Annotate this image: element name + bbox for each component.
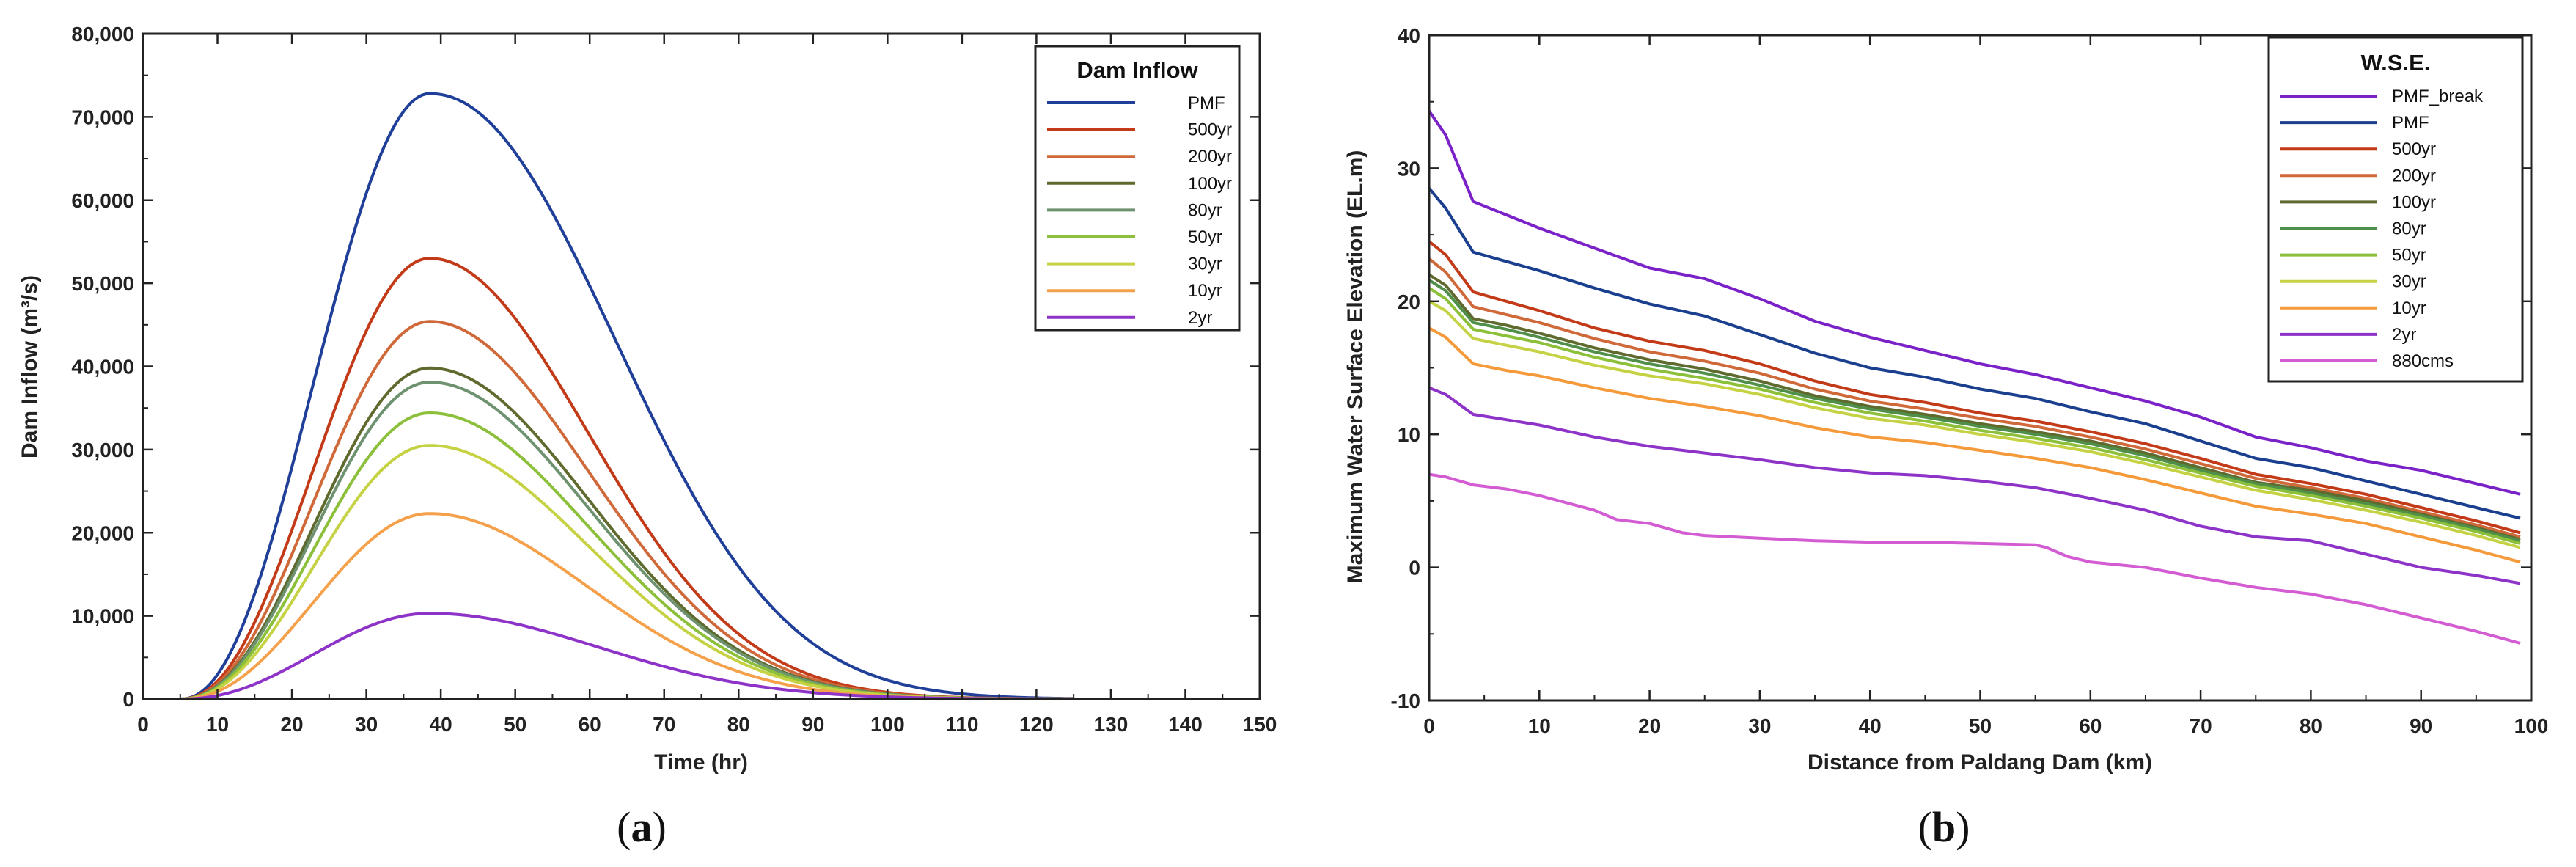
- legend: Dam Inflow PMF 500yr 200yr 100yr 80yr 50yr 30y…: [1034, 45, 1241, 332]
- series-line-2yr: [143, 612, 1074, 700]
- x-tick-label: 100: [870, 713, 905, 736]
- legend-label: 10yr: [2392, 299, 2426, 318]
- legend-label: 2yr: [2392, 325, 2416, 345]
- x-tick-label: 40: [1859, 714, 1882, 737]
- y-tick-label: 0: [1409, 557, 1420, 579]
- series-line-pmf-break: [1428, 110, 2521, 496]
- caption-b-label: b: [1932, 803, 1956, 851]
- series-line-500yr: [1428, 240, 2521, 535]
- y-tick-label: 20: [1398, 290, 1420, 313]
- x-axis-label: Time (hr): [654, 750, 748, 775]
- x-tick-label: 120: [1019, 713, 1054, 736]
- legend-label: 50yr: [2392, 246, 2426, 266]
- caption-a: (a): [617, 803, 667, 851]
- x-tick-label: 70: [653, 713, 675, 736]
- caption-a-label: a: [631, 803, 653, 851]
- legend-label: PMF: [2392, 113, 2429, 133]
- series-line-pmf: [1428, 187, 2521, 520]
- series-line-10yr: [1428, 326, 2521, 564]
- x-tick-label: 130: [1094, 713, 1129, 736]
- x-tick-label: 30: [1748, 714, 1771, 737]
- x-tick-label: 70: [2190, 714, 2212, 737]
- legend-label: 880cms: [2392, 351, 2454, 371]
- x-axis-label: Distance from Paldang Dam (km): [1808, 750, 2152, 775]
- x-tick-label: 0: [1423, 714, 1435, 737]
- series-line-80yr: [1428, 279, 2521, 543]
- legend-label: 100yr: [2392, 192, 2436, 212]
- series-line-pmf: [143, 92, 1074, 700]
- series-line-30yr: [1428, 300, 2521, 549]
- y-tick-label: 50,000: [71, 272, 134, 295]
- legend-title: W.S.E.: [2361, 50, 2431, 76]
- y-tick-label: 30,000: [71, 439, 134, 461]
- legend-label: 10yr: [1188, 281, 1222, 301]
- legend-label: PMF: [1188, 93, 1225, 113]
- x-tick-label: 100: [2514, 714, 2549, 737]
- x-tick-label: 0: [137, 713, 149, 736]
- legend-box: [1034, 45, 1241, 332]
- dam-inflow-chart: 0 10 20 30 40 50 60 70 80 90 100 110 120 130 140 150 0 10…: [18, 23, 1277, 851]
- x-tick-label: 30: [355, 713, 378, 736]
- series-line-100yr: [1428, 273, 2521, 541]
- x-tick-label: 50: [504, 713, 526, 736]
- legend-label: 200yr: [2392, 166, 2436, 186]
- x-tick-label: 80: [2300, 714, 2322, 737]
- legend: W.S.E. PMF_break PMF 500yr 200yr 100yr 80yr 50…: [2267, 36, 2524, 383]
- x-tick-label: 50: [1969, 714, 1992, 737]
- x-tick-label: 10: [1528, 714, 1551, 737]
- x-tick-label: 60: [2079, 714, 2102, 737]
- legend-label: 500yr: [2392, 139, 2436, 159]
- legend-label: 30yr: [2392, 272, 2426, 292]
- x-tick-label: 90: [801, 713, 824, 736]
- y-axis-label: Dam Inflow (m³/s): [18, 275, 42, 458]
- legend-label: 50yr: [1188, 227, 1222, 247]
- y-axis-label: Maximum Water Surface Elevation (EL.m): [1343, 150, 1368, 584]
- x-tick-label: 90: [2410, 714, 2432, 737]
- legend-label: 100yr: [1188, 174, 1232, 194]
- x-tick-label: 10: [206, 713, 229, 736]
- x-tick-label: 150: [1243, 713, 1277, 736]
- y-tick-label: 10: [1398, 423, 1420, 446]
- legend-label: 30yr: [1188, 255, 1222, 274]
- y-tick-label: 70,000: [71, 106, 134, 128]
- legend-label: PMF_break: [2392, 87, 2484, 106]
- y-tick-label: 0: [122, 688, 134, 711]
- series-line-880cms: [1428, 472, 2521, 645]
- caption-b: (b): [1918, 803, 1970, 851]
- x-tick-label: 40: [430, 713, 452, 736]
- y-tick-label: -10: [1391, 689, 1420, 712]
- legend-label: 500yr: [1188, 120, 1232, 140]
- y-tick-label: 30: [1398, 157, 1420, 180]
- y-tick-label: 60,000: [71, 189, 134, 212]
- y-tick-label: 40: [1398, 24, 1420, 47]
- series-line-2yr: [1428, 386, 2521, 585]
- legend-label: 80yr: [1188, 200, 1222, 220]
- series-line-50yr: [1428, 287, 2521, 545]
- x-tick-label: 140: [1168, 713, 1203, 736]
- y-tick-label: 80,000: [71, 23, 134, 45]
- series-line-200yr: [1428, 257, 2521, 538]
- series-line-200yr: [143, 320, 1074, 700]
- x-tick-label: 20: [280, 713, 303, 736]
- x-tick-label: 60: [579, 713, 601, 736]
- x-tick-label: 20: [1638, 714, 1661, 737]
- y-tick-label: 20,000: [71, 522, 134, 544]
- x-tick-label: 110: [945, 713, 978, 736]
- y-tick-label: 40,000: [71, 356, 134, 378]
- legend-label: 2yr: [1188, 308, 1212, 328]
- legend-label: 200yr: [1188, 147, 1232, 167]
- legend-label: 80yr: [2392, 219, 2426, 239]
- x-tick-label: 80: [727, 713, 750, 736]
- legend-title: Dam Inflow: [1076, 57, 1198, 83]
- y-tick-label: 10,000: [71, 605, 134, 628]
